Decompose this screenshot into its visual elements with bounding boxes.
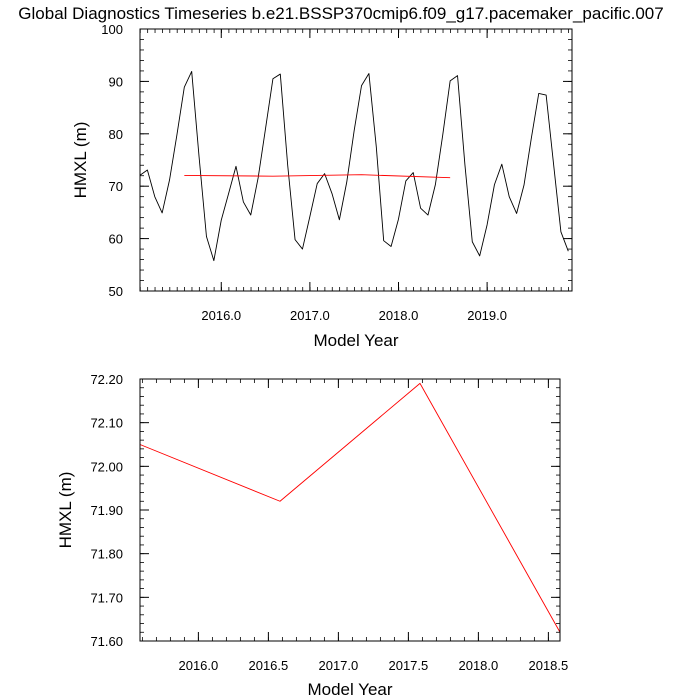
- y-tick-label: 71.60: [90, 634, 123, 649]
- x-tick-label: 2019.0: [467, 308, 507, 323]
- series-line-1: [184, 174, 451, 179]
- y-tick-label: 72.20: [90, 372, 123, 387]
- plot-frame: [139, 378, 561, 642]
- y-tick-label: 90: [109, 74, 123, 89]
- x-tick-label: 2016.0: [201, 308, 241, 323]
- x-tick-label: 2017.0: [318, 658, 358, 673]
- y-tick-label: 70: [109, 179, 123, 194]
- y-tick-label: 72.00: [90, 459, 123, 474]
- x-axis-title: Model Year: [313, 331, 398, 350]
- y-axis-title: HMXL (m): [56, 472, 75, 549]
- x-tick-label: 2017.0: [290, 308, 330, 323]
- x-tick-label: 2018.0: [458, 658, 498, 673]
- chart-title: Global Diagnostics Timeseries b.e21.BSSP…: [18, 4, 663, 23]
- series-line-0: [139, 70, 569, 262]
- x-tick-label: 2017.5: [388, 658, 428, 673]
- y-tick-label: 71.90: [90, 503, 123, 518]
- y-tick-label: 50: [109, 284, 123, 299]
- x-tick-label: 2016.0: [178, 658, 218, 673]
- bottom-panel: 2016.0 2016.5 2017.0 2017.5 2018.0 2018.5 71.6…: [56, 372, 568, 699]
- x-tick-label: 2016.5: [248, 658, 288, 673]
- x-tick-label: 2018.5: [528, 658, 568, 673]
- y-tick-label: 60: [109, 232, 123, 247]
- y-tick-label: 71.70: [90, 590, 123, 605]
- y-tick-label: 80: [109, 127, 123, 142]
- x-tick-label: 2018.0: [379, 308, 419, 323]
- y-tick-label: 100: [101, 22, 123, 37]
- top-panel: 2016.0 2017.0 2018.0 2019.0 50 60 70 80 90 100 Mod…: [71, 22, 573, 350]
- y-tick-label: 71.80: [90, 547, 123, 562]
- x-axis-title: Model Year: [307, 680, 392, 699]
- y-axis-title: HMXL (m): [71, 122, 90, 199]
- y-tick-label: 72.10: [90, 416, 123, 431]
- series-line-0: [139, 382, 561, 633]
- plot-frame: [139, 28, 573, 292]
